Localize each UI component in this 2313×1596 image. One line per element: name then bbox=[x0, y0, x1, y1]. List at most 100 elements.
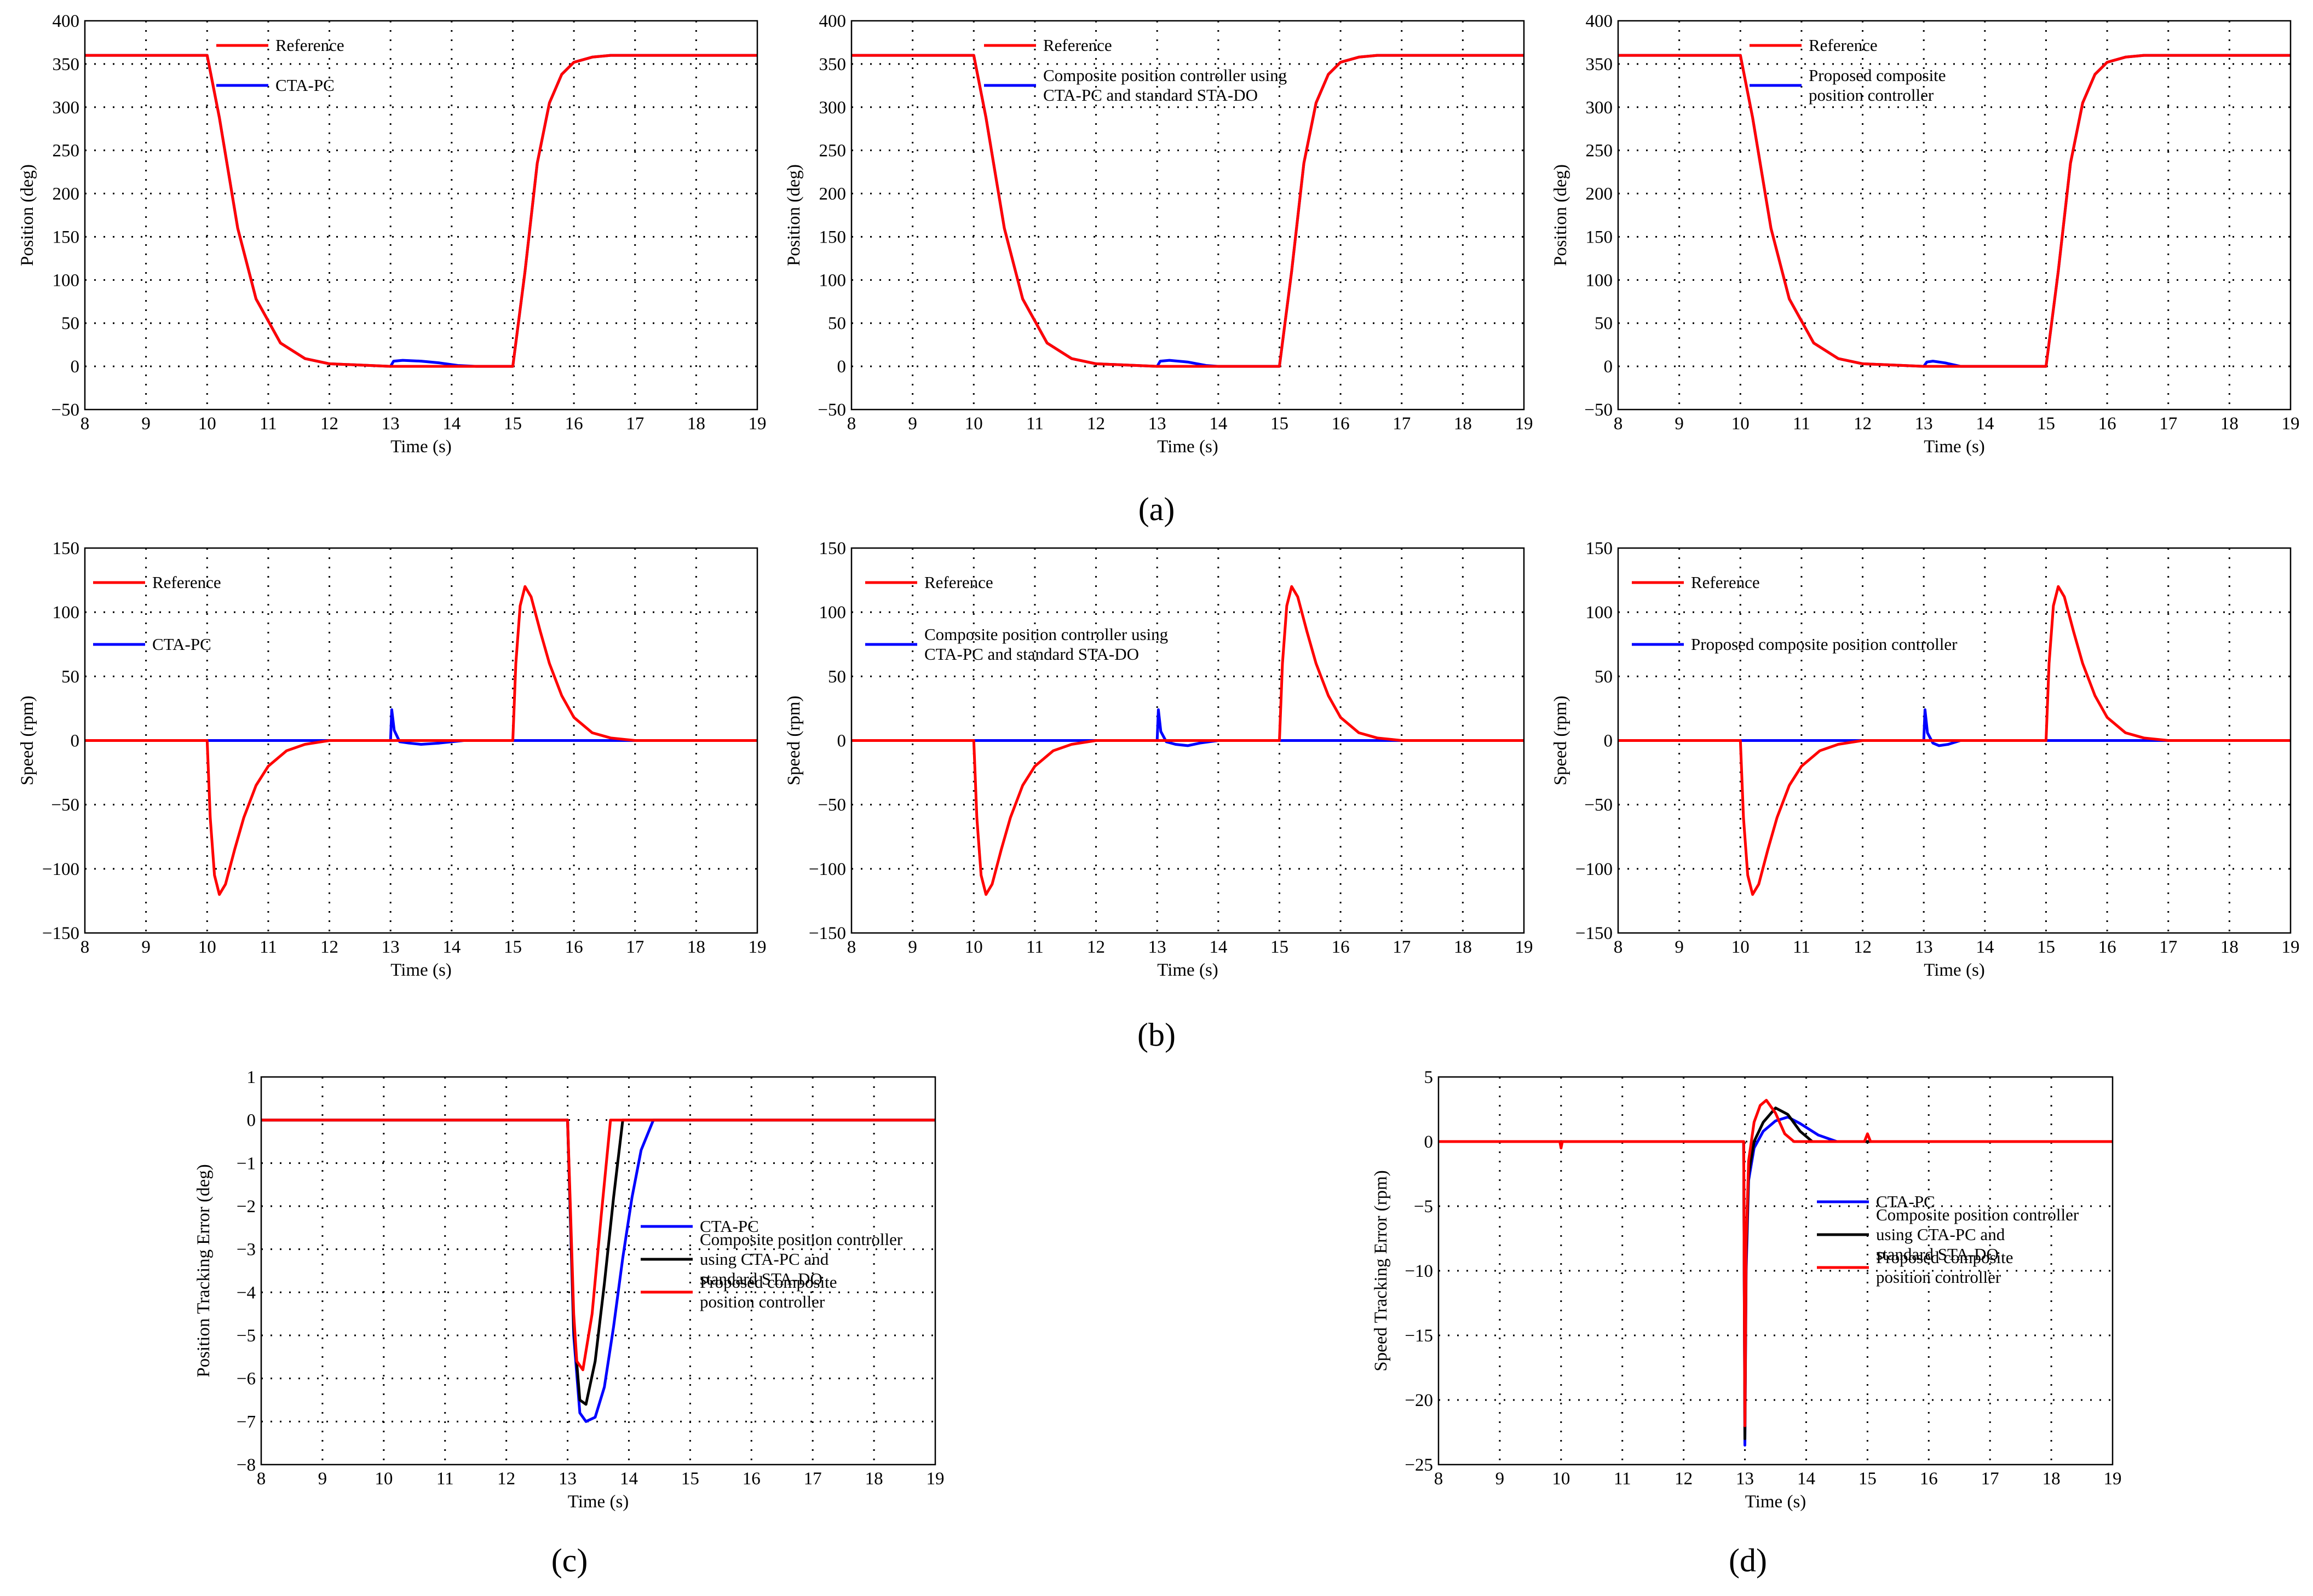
x-tick-label: 18 bbox=[2220, 937, 2239, 957]
legend-label: Proposed composite bbox=[1876, 1248, 2013, 1267]
y-tick-label: 350 bbox=[819, 55, 847, 74]
y-tick-label: −150 bbox=[42, 924, 79, 943]
y-tick-label: 50 bbox=[61, 314, 79, 333]
x-tick-label: 19 bbox=[2282, 937, 2300, 957]
x-tick-label: 10 bbox=[965, 937, 983, 957]
series-line-cta-pc bbox=[261, 1119, 935, 1423]
series-line-proposed-composite-position-controller bbox=[1618, 54, 2291, 368]
chart-b2: 8 9 10 11 12 13 14 15 16 17 18 19 −150 −100 −50 0 50 100 1… bbox=[784, 539, 1533, 980]
y-tick-label: 0 bbox=[837, 731, 847, 751]
legend-label: Composite position controller bbox=[1876, 1205, 2079, 1224]
x-tick-label: 19 bbox=[1515, 414, 1533, 434]
x-tick-label: 15 bbox=[504, 937, 522, 957]
x-tick-label: 12 bbox=[1675, 1469, 1693, 1489]
series-line-reference bbox=[85, 54, 757, 368]
y-tick-label: 150 bbox=[1586, 539, 1613, 558]
x-tick-label: 19 bbox=[2104, 1469, 2122, 1489]
y-tick-label: −100 bbox=[42, 860, 79, 879]
series-line-reference bbox=[851, 54, 1524, 368]
y-tick-label: −10 bbox=[1405, 1261, 1433, 1281]
y-axis-label: Position Tracking Error (deg) bbox=[194, 1164, 214, 1378]
x-tick-label: 8 bbox=[1614, 937, 1623, 957]
x-tick-label: 16 bbox=[1332, 937, 1350, 957]
y-tick-label: −2 bbox=[237, 1197, 256, 1217]
x-tick-label: 15 bbox=[504, 414, 522, 434]
legend-label: Reference bbox=[1043, 36, 1112, 55]
y-tick-label: −20 bbox=[1405, 1391, 1433, 1410]
panel-label-b: (b) bbox=[1137, 1017, 1176, 1053]
x-tick-label: 19 bbox=[749, 414, 767, 434]
y-tick-label: 250 bbox=[1586, 141, 1613, 161]
y-tick-label: 50 bbox=[1595, 314, 1613, 333]
legend-label: Composite position controller using bbox=[924, 625, 1168, 644]
y-tick-label: 400 bbox=[819, 11, 847, 31]
legend-label: CTA-PC bbox=[152, 635, 211, 654]
series-line-proposed-composite-position-controller bbox=[261, 1119, 935, 1372]
chart-c: 8 9 10 11 12 13 14 15 16 17 18 19 −8 −7 −6 −5 −4 −3 −2 −1 0 1… bbox=[194, 1068, 945, 1512]
x-tick-label: 11 bbox=[1793, 937, 1810, 957]
x-axis-label: Time (s) bbox=[1924, 960, 1985, 980]
y-tick-label: 5 bbox=[1424, 1068, 1434, 1087]
chart-b1: 8 9 10 11 12 13 14 15 16 17 18 19 −150 −100 −50 0 50 100 1… bbox=[18, 539, 767, 980]
x-tick-label: 17 bbox=[2159, 414, 2177, 434]
legend-label: using CTA-PC and bbox=[1876, 1225, 2005, 1244]
y-tick-label: −50 bbox=[1584, 400, 1613, 420]
x-tick-label: 17 bbox=[1393, 414, 1411, 434]
x-tick-label: 14 bbox=[1976, 414, 1994, 434]
y-tick-label: 0 bbox=[1424, 1132, 1434, 1152]
x-tick-label: 13 bbox=[1915, 414, 1933, 434]
y-tick-label: 100 bbox=[53, 603, 80, 623]
x-tick-label: 11 bbox=[1026, 937, 1044, 957]
y-tick-label: 200 bbox=[1586, 185, 1613, 204]
legend-label: Reference bbox=[1691, 573, 1760, 592]
y-tick-label: 300 bbox=[819, 98, 847, 118]
y-tick-label: 100 bbox=[819, 603, 847, 623]
x-tick-label: 12 bbox=[320, 937, 338, 957]
legend-label: Composite position controller bbox=[700, 1230, 903, 1249]
x-tick-label: 15 bbox=[2037, 414, 2055, 434]
y-tick-label: −7 bbox=[237, 1412, 256, 1432]
chart-a2: 8 9 10 11 12 13 14 15 16 17 18 19 −50 0 50 100 150 200 250… bbox=[784, 11, 1533, 457]
series-line-reference bbox=[85, 585, 757, 896]
x-tick-label: 17 bbox=[1393, 937, 1411, 957]
chart-b3: 8 9 10 11 12 13 14 15 16 17 18 19 −150 −100 −50 0 50 100 1… bbox=[1551, 539, 2300, 980]
x-tick-label: 13 bbox=[559, 1469, 577, 1489]
x-tick-label: 19 bbox=[927, 1469, 945, 1489]
legend: Reference CTA-PC bbox=[216, 36, 344, 95]
y-tick-label: 150 bbox=[53, 539, 80, 558]
y-tick-label: −5 bbox=[237, 1326, 256, 1346]
x-tick-label: 14 bbox=[442, 414, 461, 434]
y-tick-label: 100 bbox=[1586, 603, 1613, 623]
y-tick-label: −50 bbox=[818, 796, 846, 815]
plot-frame bbox=[1617, 20, 2292, 411]
x-tick-label: 16 bbox=[1332, 414, 1350, 434]
x-tick-label: 15 bbox=[1270, 414, 1288, 434]
x-tick-label: 8 bbox=[80, 937, 90, 957]
y-tick-label: 100 bbox=[1586, 270, 1613, 290]
x-tick-label: 8 bbox=[1614, 414, 1623, 434]
y-tick-label: −25 bbox=[1405, 1455, 1433, 1475]
x-tick-label: 15 bbox=[2037, 937, 2055, 957]
y-tick-label: −150 bbox=[809, 924, 846, 943]
y-tick-label: 0 bbox=[71, 731, 80, 751]
x-axis-label: Time (s) bbox=[1745, 1492, 1806, 1512]
y-tick-label: 50 bbox=[828, 667, 846, 687]
x-tick-label: 16 bbox=[565, 937, 583, 957]
plot-frame bbox=[850, 20, 1525, 411]
x-tick-label: 18 bbox=[865, 1469, 883, 1489]
legend-label: Reference bbox=[275, 36, 344, 55]
y-tick-label: 150 bbox=[53, 227, 80, 247]
y-tick-label: 100 bbox=[819, 270, 847, 290]
x-tick-label: 9 bbox=[908, 937, 917, 957]
y-tick-label: −50 bbox=[51, 796, 79, 815]
legend-label: CTA-PC bbox=[1876, 1192, 1935, 1211]
x-tick-label: 18 bbox=[687, 937, 705, 957]
legend-label: CTA-PC bbox=[700, 1217, 759, 1236]
x-tick-label: 17 bbox=[626, 937, 644, 957]
x-tick-label: 16 bbox=[565, 414, 583, 434]
legend: Reference CTA-PC bbox=[93, 573, 221, 654]
panel-label-d: (d) bbox=[1729, 1542, 1767, 1578]
x-tick-label: 14 bbox=[620, 1469, 638, 1489]
legend-label: standard STA-DO bbox=[1876, 1244, 1999, 1264]
